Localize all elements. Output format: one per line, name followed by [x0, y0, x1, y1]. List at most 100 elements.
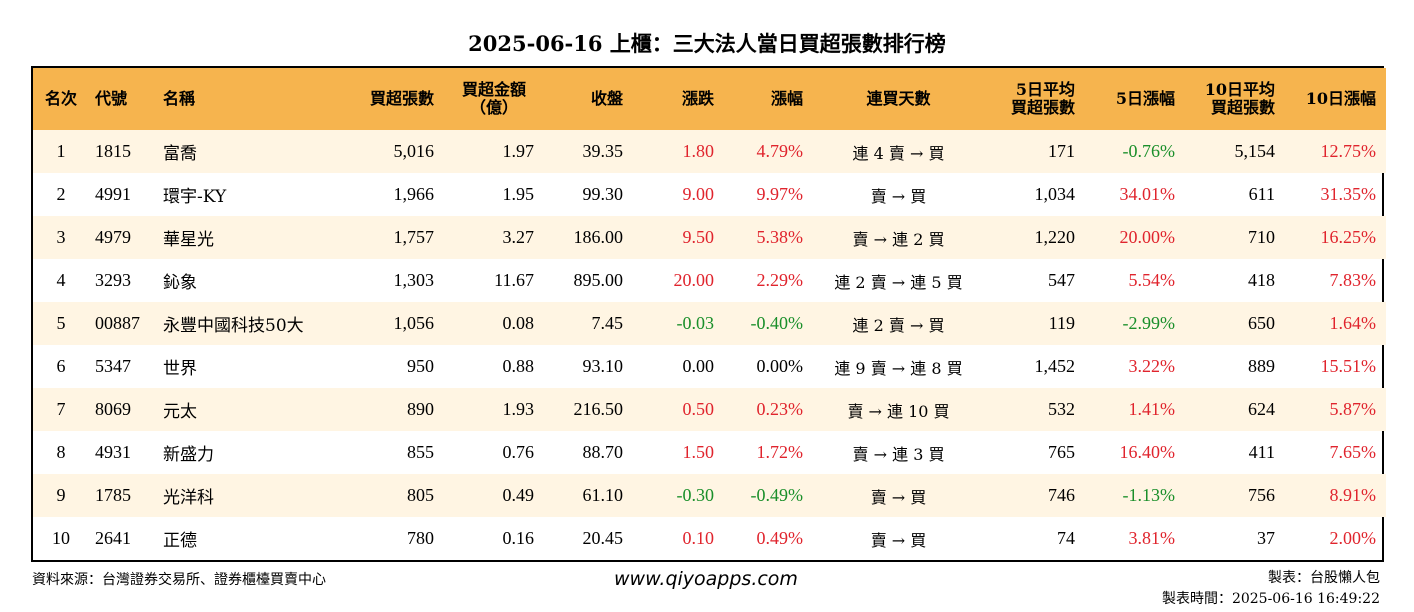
cell-net-buy-amount: 11.67 — [494, 270, 534, 290]
cell-chg5: -2.99% — [1122, 313, 1176, 333]
cell-consecutive-days: 連 9 賣 → 連 8 買 — [834, 358, 963, 378]
header-net-buy-amount: 買超金額 （億） — [444, 68, 544, 130]
cell-avg5: 171 — [1048, 141, 1075, 161]
cell-name: 世界 — [163, 359, 197, 379]
cell-net-buy-lots: 1,056 — [393, 313, 435, 333]
cell-code: 1785 — [95, 485, 131, 505]
cell-chg5: 1.41% — [1128, 399, 1176, 419]
cell-name: 富喬 — [163, 144, 197, 164]
cell-net-buy-lots: 855 — [407, 442, 434, 462]
cell-avg5: 1,220 — [1034, 227, 1076, 247]
cell-rank: 8 — [56, 442, 66, 462]
cell-change: 9.50 — [682, 227, 715, 247]
cell-net-buy-lots: 5,016 — [393, 141, 435, 161]
cell-close: 88.70 — [582, 442, 624, 462]
cell-net-buy-amount: 1.93 — [502, 399, 535, 419]
cell-chg5: 3.22% — [1128, 356, 1176, 376]
header-name: 名稱 — [163, 89, 196, 108]
header-avg10: 10日平均 買超張數 — [1185, 68, 1285, 130]
cell-avg10: 5,154 — [1234, 141, 1276, 161]
table-row: 8 4931 新盛力 855 0.76 88.70 1.50 1.72% 賣 →… — [33, 431, 1386, 474]
cell-avg5: 765 — [1048, 442, 1075, 462]
cell-change-pct: -0.40% — [750, 313, 804, 333]
cell-change-pct: 0.49% — [756, 528, 804, 548]
cell-avg5: 119 — [1048, 313, 1075, 333]
cell-net-buy-amount: 3.27 — [502, 227, 535, 247]
cell-name: 環宇-KY — [163, 187, 227, 207]
cell-name: 華星光 — [163, 230, 214, 250]
cell-rank: 6 — [56, 356, 66, 376]
cell-consecutive-days: 連 2 賣 → 連 5 買 — [834, 272, 963, 292]
cell-chg5: 3.81% — [1128, 528, 1176, 548]
header-code: 代號 — [95, 89, 128, 108]
table-row: 7 8069 元太 890 1.93 216.50 0.50 0.23% 賣 →… — [33, 388, 1386, 431]
cell-code: 5347 — [95, 356, 131, 376]
header-change: 漲跌 — [681, 89, 714, 108]
cell-code: 4979 — [95, 227, 131, 247]
cell-change: 0.50 — [682, 399, 715, 419]
cell-chg5: 5.54% — [1128, 270, 1176, 290]
cell-chg10: 12.75% — [1320, 141, 1377, 161]
header-avg5: 5日平均 買超張數 — [984, 68, 1085, 130]
cell-name: 新盛力 — [163, 445, 214, 465]
cell-change-pct: 2.29% — [756, 270, 804, 290]
cell-chg10: 5.87% — [1329, 399, 1377, 419]
cell-consecutive-days: 連 2 賣 → 買 — [852, 315, 945, 335]
website-link[interactable]: www.qiyoapps.com — [614, 568, 798, 590]
cell-change-pct: 0.23% — [756, 399, 804, 419]
header-net-buy-amount-line2: （億） — [469, 98, 518, 117]
ranking-table-container: 名次 代號 名稱 買超張數 買超金額 （億） 收盤 漲跌 漲幅 連買天數 5日平… — [31, 66, 1386, 562]
cell-consecutive-days: 賣 → 買 — [870, 487, 927, 507]
cell-rank: 1 — [56, 141, 66, 161]
cell-net-buy-amount: 0.88 — [502, 356, 535, 376]
cell-close: 7.45 — [591, 313, 624, 333]
cell-change: 1.80 — [682, 141, 715, 161]
made-time-label: 製表時間：2025-06-16 16:49:22 — [1161, 591, 1380, 607]
cell-chg10: 15.51% — [1320, 356, 1377, 376]
cell-chg10: 7.65% — [1329, 442, 1377, 462]
cell-change: 1.50 — [682, 442, 715, 462]
cell-avg10: 411 — [1248, 442, 1275, 462]
cell-name: 正德 — [163, 531, 197, 551]
cell-rank: 2 — [56, 184, 66, 204]
cell-net-buy-amount: 0.08 — [502, 313, 535, 333]
cell-change-pct: -0.49% — [750, 485, 804, 505]
cell-change-pct: 9.97% — [756, 184, 804, 204]
cell-avg10: 650 — [1248, 313, 1275, 333]
cell-chg10: 8.91% — [1329, 485, 1377, 505]
table-row: 4 3293 鈊象 1,303 11.67 895.00 20.00 2.29%… — [33, 259, 1386, 302]
cell-consecutive-days: 賣 → 買 — [870, 530, 927, 550]
cell-change: -0.03 — [676, 313, 715, 333]
cell-change-pct: 4.79% — [756, 141, 804, 161]
cell-close: 99.30 — [582, 184, 624, 204]
cell-code: 1815 — [95, 141, 131, 161]
cell-rank: 10 — [52, 528, 70, 548]
cell-change: 20.00 — [673, 270, 715, 290]
cell-close: 895.00 — [573, 270, 624, 290]
cell-avg10: 418 — [1248, 270, 1275, 290]
cell-chg5: 16.40% — [1119, 442, 1176, 462]
data-source-note: 資料來源：台灣證券交易所、證券櫃檯買賣中心 — [32, 572, 326, 588]
ranking-table: 名次 代號 名稱 買超張數 買超金額 （億） 收盤 漲跌 漲幅 連買天數 5日平… — [33, 68, 1386, 560]
cell-change: -0.30 — [676, 485, 715, 505]
cell-code: 2641 — [95, 528, 131, 548]
cell-change: 0.10 — [682, 528, 715, 548]
cell-consecutive-days: 賣 → 連 2 買 — [852, 229, 945, 249]
table-row: 10 2641 正德 780 0.16 20.45 0.10 0.49% 賣 →… — [33, 517, 1386, 560]
cell-rank: 5 — [56, 313, 66, 333]
cell-chg10: 7.83% — [1329, 270, 1377, 290]
cell-consecutive-days: 賣 → 連 10 買 — [847, 401, 950, 421]
cell-avg10: 611 — [1248, 184, 1275, 204]
header-avg5-line1: 5日平均 — [1015, 80, 1075, 99]
cell-name: 鈊象 — [163, 273, 197, 293]
cell-rank: 7 — [56, 399, 66, 419]
cell-avg10: 889 — [1248, 356, 1275, 376]
cell-net-buy-lots: 780 — [407, 528, 434, 548]
header-avg10-line2: 買超張數 — [1210, 98, 1275, 117]
cell-chg10: 16.25% — [1320, 227, 1377, 247]
cell-net-buy-lots: 805 — [407, 485, 434, 505]
page-title: 2025-06-16 上櫃：三大法人當日買超張數排行榜 — [468, 31, 946, 56]
cell-rank: 9 — [56, 485, 66, 505]
cell-net-buy-amount: 0.16 — [502, 528, 535, 548]
cell-change-pct: 0.00% — [756, 356, 804, 376]
